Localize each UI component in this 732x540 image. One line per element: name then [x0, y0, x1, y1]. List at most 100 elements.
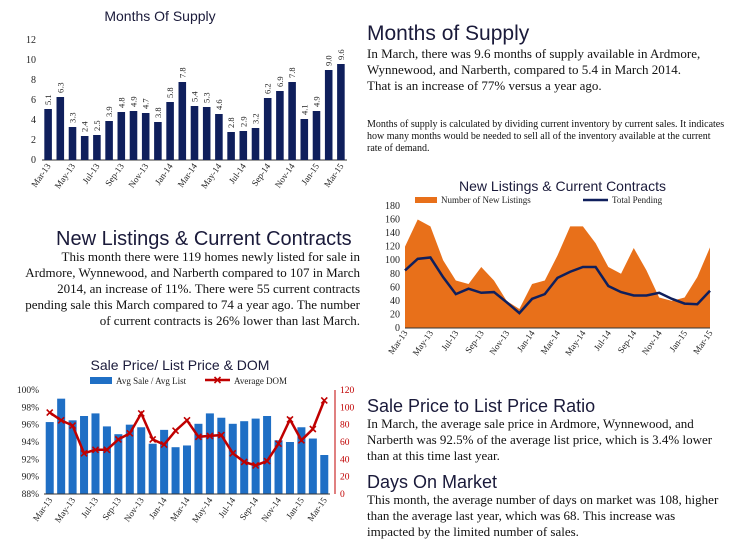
- x-tick-label: Nov-14: [259, 495, 283, 524]
- data-label: 3.2: [251, 113, 261, 124]
- sale-price-chart-title: Sale Price/ List Price & DOM: [90, 357, 270, 373]
- legend-label-average-dom: Average DOM: [234, 376, 287, 386]
- x-tick-label: Mar-15: [305, 495, 329, 523]
- x-tick-label: May-14: [190, 495, 215, 524]
- legend-marker-average-dom: [213, 376, 222, 384]
- bar: [263, 416, 272, 494]
- bar: [93, 135, 101, 160]
- bar: [251, 418, 260, 494]
- data-label: 3.8: [153, 107, 163, 118]
- months-of-supply-heading: Months of Supply: [367, 22, 530, 45]
- data-label: 7.8: [177, 67, 187, 78]
- bar: [217, 417, 226, 494]
- x-tick-label: May-14: [563, 328, 588, 357]
- x-tick-label: Sep-13: [100, 495, 123, 522]
- sale-price-dom-chart: 88% 90% 92% 94% 96% 98% 100% 0 20 40 60 80 100 120 Mar…: [17, 376, 355, 524]
- data-label: 9.6: [336, 49, 346, 60]
- data-label: 2.8: [226, 117, 236, 128]
- x-tick-label: Jul-13: [79, 495, 100, 520]
- bar: [154, 122, 162, 160]
- bar: [141, 113, 150, 160]
- data-label: 4.6: [214, 99, 224, 110]
- new-listings-heading: New Listings & Current Contracts: [56, 228, 352, 250]
- new-listings-paragraph: This month there were 119 homes newly li…: [25, 249, 360, 328]
- bar: [215, 114, 223, 160]
- dom-point-marker: [160, 441, 168, 449]
- bar: [202, 107, 211, 160]
- y-left-tick-label: 94%: [22, 438, 40, 448]
- bar: [114, 434, 123, 494]
- bar: [190, 106, 199, 160]
- dom-point-marker: [46, 408, 54, 417]
- x-tick-label: Mar-14: [539, 328, 563, 356]
- days-on-market-heading: Days On Market: [367, 472, 498, 492]
- dom-point-marker: [114, 435, 122, 443]
- data-label: 3.3: [68, 112, 78, 123]
- dom-point-marker: [69, 421, 77, 430]
- y-left-tick-label: 90%: [22, 473, 40, 483]
- y-tick-label: 180: [385, 201, 400, 212]
- data-label: 2.9: [238, 116, 248, 127]
- bar: [166, 102, 174, 160]
- x-tick-label: Sep-14: [616, 328, 639, 355]
- bar: [297, 427, 306, 494]
- dom-point-marker: [309, 425, 317, 433]
- data-label: 6.3: [55, 82, 65, 93]
- bar: [263, 98, 272, 160]
- data-label: 4.9: [129, 96, 139, 107]
- bar: [68, 127, 77, 160]
- bar: [102, 426, 111, 494]
- bar: [182, 445, 192, 494]
- bar: [68, 420, 77, 494]
- bar: [337, 64, 345, 160]
- bar: [45, 422, 54, 494]
- bar: [105, 121, 113, 160]
- months-of-supply-chart-title: Months Of Supply: [104, 8, 216, 24]
- bar: [276, 91, 284, 160]
- data-label: 7.8: [287, 67, 297, 78]
- dom-point-marker: [206, 432, 214, 440]
- data-label: 4.7: [141, 98, 151, 109]
- x-tick-label: Nov-13: [122, 495, 146, 524]
- x-tick-label: Jul-14: [592, 328, 613, 353]
- legend-label-avg-sale-list: Avg Sale / Avg List: [116, 376, 187, 386]
- data-label: 6.9: [275, 76, 285, 87]
- sale-price-paragraph: In March, the average sale price in Ardm…: [367, 416, 713, 463]
- bar: [308, 438, 317, 494]
- bar: [312, 111, 321, 160]
- bar: [117, 112, 126, 160]
- y-right-tick-label: 0: [340, 490, 345, 500]
- x-tick-label: Jul-13: [80, 161, 101, 186]
- bar: [251, 128, 260, 160]
- data-label: 4.8: [116, 97, 126, 108]
- x-tick-label: Jan-14: [153, 161, 175, 187]
- sale-price-heading: Sale Price to List Price Ratio: [367, 396, 596, 416]
- new-listings-area: [405, 219, 710, 328]
- bar: [80, 136, 89, 160]
- bar: [160, 429, 169, 494]
- data-label: 4.9: [312, 96, 322, 107]
- y-right-tick-label: 100: [340, 403, 355, 413]
- dom-point-marker: [183, 416, 191, 424]
- bar: [194, 423, 203, 494]
- y-left-tick-label: 100%: [17, 386, 39, 396]
- y-tick-label: 10: [26, 55, 36, 66]
- data-label: 3.9: [104, 106, 114, 117]
- y-tick-label: 12: [26, 35, 36, 46]
- y-tick-label: 160: [385, 215, 400, 226]
- dom-point-marker: [80, 449, 88, 457]
- dom-point-marker: [263, 457, 271, 465]
- x-tick-label: Nov-14: [640, 328, 664, 357]
- y-right-tick-label: 20: [340, 473, 350, 483]
- total-pending-line: [404, 256, 711, 315]
- legend-swatch-new-listings: [415, 197, 437, 203]
- dom-point-marker: [252, 461, 260, 469]
- bar: [178, 82, 187, 160]
- x-tick-label: Jul-13: [439, 328, 460, 353]
- x-tick-label: Jul-14: [227, 161, 248, 186]
- x-tick-label: Jan-14: [515, 328, 537, 354]
- dom-point-marker: [149, 435, 157, 443]
- dom-point-marker: [297, 436, 305, 444]
- data-label: 9.0: [324, 55, 334, 66]
